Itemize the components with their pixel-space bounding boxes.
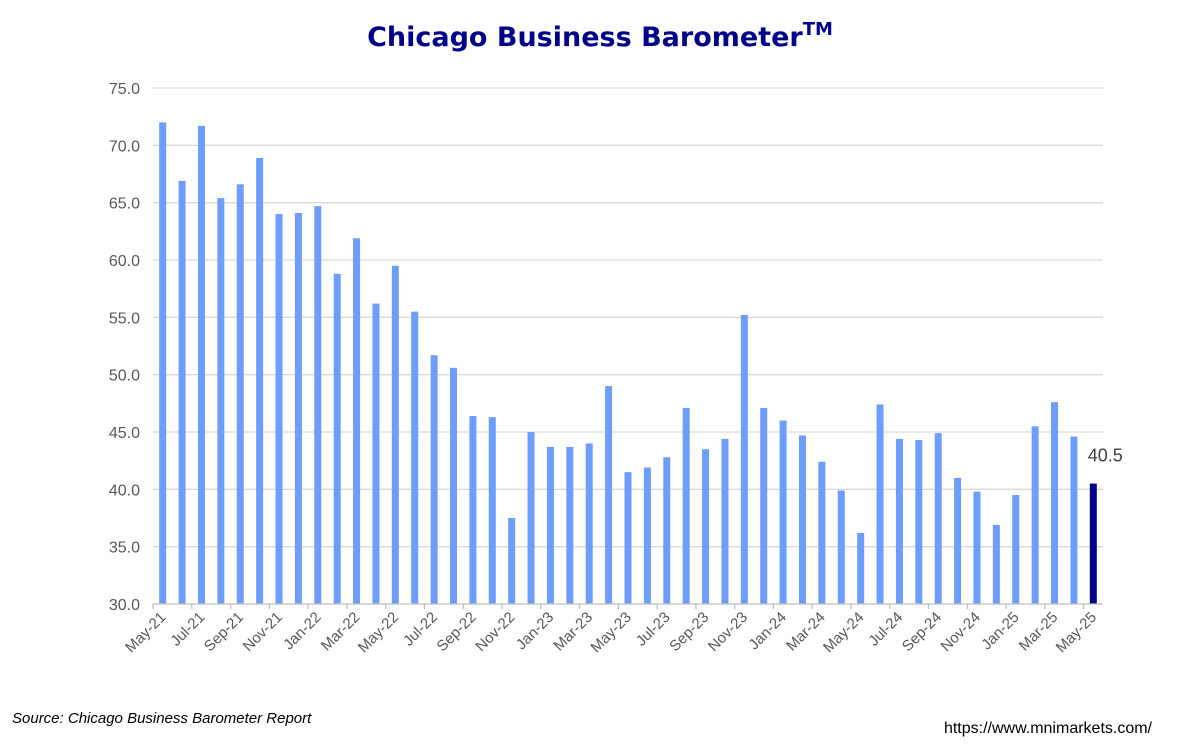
bar <box>430 355 438 604</box>
x-tick-label: Mar-23 <box>550 609 596 655</box>
bar <box>546 446 554 604</box>
source-url: https://www.mnimarkets.com/ <box>943 720 1152 737</box>
bar <box>256 157 264 605</box>
x-tick-label: May-21 <box>122 609 169 656</box>
y-tick-label: 30.0 <box>109 597 140 614</box>
x-tick-label: Nov-21 <box>240 609 286 655</box>
bar <box>1051 402 1059 604</box>
bar <box>178 180 186 604</box>
bar <box>643 467 651 604</box>
bar <box>992 524 1000 604</box>
x-tick-label: Nov-24 <box>938 609 984 655</box>
bar <box>391 265 399 604</box>
bar <box>508 518 516 604</box>
bar <box>934 433 942 604</box>
bar <box>876 404 884 604</box>
x-tick-label: Jan-25 <box>978 609 1022 653</box>
x-tick-label: Sep-21 <box>201 609 247 655</box>
x-tick-label: May-22 <box>355 609 402 656</box>
bar <box>1031 426 1039 604</box>
source-note: Source: Chicago Business Barometer Repor… <box>12 710 312 727</box>
y-tick-label: 55.0 <box>109 310 140 327</box>
bar <box>197 125 205 604</box>
x-tick-label: Nov-22 <box>472 609 518 655</box>
bar <box>760 407 768 604</box>
bar <box>779 420 787 604</box>
bar <box>159 122 167 605</box>
x-tick-label: May-23 <box>587 609 634 656</box>
x-axis-ticks: May-21Jul-21Sep-21Nov-21Jan-22Mar-22May-… <box>122 609 1100 656</box>
bar <box>798 435 806 604</box>
bar <box>585 443 593 604</box>
x-tick-label: Mar-24 <box>783 609 829 655</box>
x-tick-label: Nov-23 <box>705 609 751 655</box>
y-tick-label: 45.0 <box>109 425 140 442</box>
x-tick-label: Mar-25 <box>1016 609 1062 655</box>
bar <box>605 386 613 604</box>
bar <box>488 417 496 604</box>
bar <box>411 311 419 604</box>
bar <box>236 184 244 604</box>
bar <box>217 198 225 604</box>
x-tick-label: May-25 <box>1053 609 1100 656</box>
bar <box>721 438 729 604</box>
chart-title-trademark: TM <box>803 19 833 40</box>
bar <box>702 449 710 604</box>
y-tick-label: 40.0 <box>109 482 140 499</box>
bar-series <box>159 122 1097 605</box>
bar <box>353 238 361 605</box>
bar <box>527 432 535 604</box>
bar <box>333 273 341 604</box>
y-tick-label: 50.0 <box>109 368 140 385</box>
bar <box>1070 436 1078 604</box>
bar <box>624 472 632 604</box>
x-tick-label: Jan-24 <box>745 609 789 653</box>
y-tick-label: 35.0 <box>109 540 140 557</box>
bar <box>469 415 477 604</box>
bar <box>372 303 380 604</box>
bar <box>275 214 283 604</box>
x-tick-label: Sep-22 <box>433 609 479 655</box>
bar <box>818 461 826 604</box>
x-tick-label: May-24 <box>820 609 867 656</box>
y-tick-label: 65.0 <box>109 196 140 213</box>
x-tick-label: Mar-22 <box>318 609 364 655</box>
grid-lines <box>153 87 1103 548</box>
bar <box>895 438 903 604</box>
x-axis <box>152 603 1103 609</box>
bar <box>740 315 748 604</box>
data-labels: 40.5 <box>1088 446 1123 466</box>
x-tick-label: Jan-22 <box>280 609 324 653</box>
bar <box>954 477 962 604</box>
x-tick-label: Jan-23 <box>513 609 557 653</box>
bar <box>973 491 981 604</box>
bar <box>1012 495 1020 604</box>
bar <box>566 446 574 604</box>
y-tick-label: 60.0 <box>109 253 140 270</box>
bar <box>314 206 322 604</box>
chart-title: Chicago Business BarometerTM <box>367 19 833 53</box>
bar-latest <box>1089 483 1097 604</box>
bar <box>450 367 458 604</box>
bar <box>857 532 865 604</box>
x-tick-label: Sep-23 <box>666 609 712 655</box>
bar <box>837 490 845 604</box>
data-label-latest: 40.5 <box>1088 446 1123 466</box>
bar <box>682 407 690 604</box>
y-axis-ticks: 30.0 35.0 40.0 45.0 50.0 55.0 60.0 65.0 70.0 75.0 <box>109 81 140 614</box>
y-tick-label: 70.0 <box>109 138 140 155</box>
bar <box>663 457 671 604</box>
bar <box>915 440 923 604</box>
y-tick-label: 75.0 <box>109 81 140 98</box>
bar <box>294 212 302 604</box>
x-tick-label: Sep-24 <box>899 609 945 655</box>
chart-title-main: Chicago Business Barometer <box>367 22 803 53</box>
